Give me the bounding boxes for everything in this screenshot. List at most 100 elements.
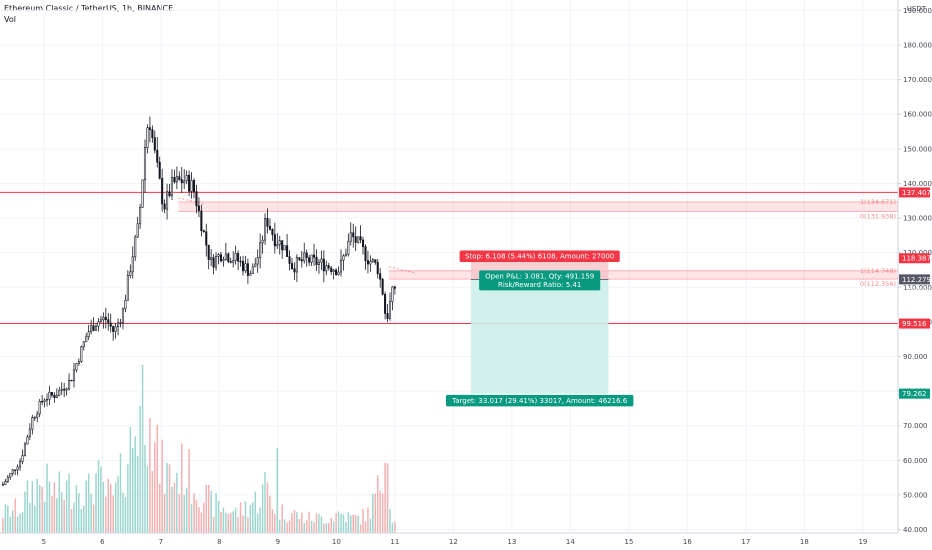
y-tick-label: 70.000	[903, 422, 928, 430]
candle	[151, 129, 154, 138]
volume-bar	[210, 490, 212, 533]
y-axis[interactable]: USDT40.00050.00060.00070.00080.00090.000…	[897, 0, 932, 534]
volume-bar	[92, 504, 95, 533]
candle	[188, 174, 191, 192]
candle	[14, 469, 17, 471]
y-tick-label: 120.000	[903, 249, 932, 257]
candle	[335, 269, 338, 275]
candles	[1, 116, 396, 486]
x-tick-label: 19	[858, 538, 867, 546]
volume-bar	[56, 498, 58, 533]
volume-bar	[2, 518, 4, 533]
y-tick-label: 60.000	[903, 457, 928, 465]
candle	[219, 254, 222, 262]
candle	[310, 254, 313, 263]
volume-bar	[318, 514, 320, 533]
candle	[85, 336, 88, 343]
x-tick-label: 17	[741, 538, 750, 546]
volume-bar	[374, 493, 377, 533]
volume-bar	[212, 516, 215, 533]
pnl-label-bg	[479, 270, 601, 291]
candle	[55, 395, 58, 398]
volume-bar	[305, 520, 308, 533]
volume-bar	[337, 511, 340, 533]
volume-bar	[29, 502, 31, 533]
candle	[293, 268, 296, 273]
volume-bar	[276, 448, 279, 533]
volume-bar	[7, 505, 9, 533]
volume-bar	[171, 486, 173, 533]
volume-bar	[323, 523, 325, 533]
volume-bar	[198, 507, 200, 533]
candle	[31, 417, 34, 430]
candle	[41, 401, 44, 403]
volume-bar	[183, 494, 185, 533]
volume-bar	[90, 493, 92, 533]
candle	[359, 236, 362, 241]
candle	[362, 239, 365, 247]
volume-bar	[291, 513, 293, 533]
volume-bar	[296, 511, 298, 533]
stop-label-bg	[459, 250, 620, 262]
fib-label-top: 1(134.671)	[860, 198, 896, 206]
volume-bar	[163, 493, 166, 533]
candle	[102, 316, 105, 321]
x-tick-label: 16	[683, 538, 692, 546]
volume-bar	[134, 436, 136, 533]
x-axis[interactable]: 5 6 7 8 9 10 11 12 13 14 15 16 17 18 19	[0, 532, 898, 546]
volume-bar	[97, 460, 100, 533]
candle	[264, 218, 267, 241]
candle	[210, 257, 213, 260]
candle	[63, 388, 66, 391]
pnl-label: Open P&L: 3.081, Qty: 491.159	[485, 272, 594, 280]
candle	[38, 401, 41, 415]
volume-bar	[320, 516, 323, 533]
volume-bar	[377, 475, 379, 533]
x-tick-label: 14	[566, 538, 575, 546]
volume-bar	[357, 515, 359, 533]
volume-bar	[181, 443, 183, 533]
volume-bar	[136, 456, 139, 533]
candle	[308, 257, 311, 263]
volume-bar	[367, 507, 369, 533]
volume-bar	[293, 510, 296, 533]
volume-bar	[298, 518, 301, 533]
candle	[104, 316, 107, 321]
volume-bar	[26, 480, 29, 533]
fib-label-bottom: 0(131.938)	[860, 212, 896, 220]
volume-bar	[19, 513, 21, 533]
y-tick-label: 140.000	[903, 180, 932, 188]
volume-bar	[315, 513, 318, 533]
volume-bar	[283, 519, 286, 533]
candle	[45, 398, 49, 401]
volume-indicator-label[interactable]: Vol	[4, 15, 16, 24]
volume-bar	[80, 509, 83, 533]
volume-bar	[254, 491, 256, 533]
volume-bar	[141, 364, 144, 533]
fib-zone	[178, 201, 899, 212]
candle	[325, 265, 328, 272]
candle	[337, 271, 340, 275]
candle	[237, 253, 240, 262]
candle	[300, 259, 303, 262]
volume-bar	[325, 523, 328, 533]
volume-bar	[264, 472, 266, 533]
fib-trend-line	[388, 266, 415, 274]
price-tag: 99.516	[902, 320, 927, 328]
candle	[72, 369, 76, 381]
volume-bar	[85, 480, 87, 533]
candle	[16, 466, 19, 471]
candle	[303, 252, 306, 262]
candle	[276, 244, 279, 247]
volume-bar	[105, 496, 107, 533]
volume-bar	[237, 517, 239, 533]
horizontal-lines[interactable]	[0, 191, 898, 325]
candle	[148, 127, 151, 130]
volume-bar	[75, 485, 78, 533]
volume-bar	[9, 516, 12, 533]
candle	[87, 331, 90, 338]
volume-bar	[168, 464, 171, 533]
volume-bar	[279, 519, 281, 533]
volume-bar	[330, 517, 332, 533]
